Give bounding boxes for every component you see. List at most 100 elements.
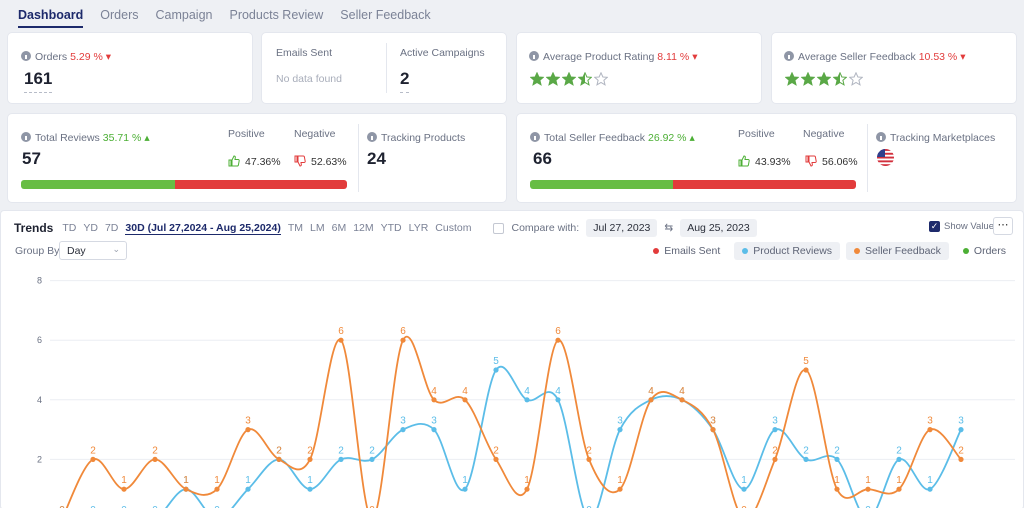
tab-orders[interactable]: Orders [100,8,139,22]
compare-to-date[interactable]: Aug 25, 2023 [680,219,757,237]
active-campaigns-label: Active Campaigns [400,47,485,59]
range-7d[interactable]: 7D [104,222,119,234]
thumbs-down-icon [805,155,817,167]
checkbox-checked-icon: ✓ [929,221,940,232]
tracking-products-label: Tracking Products [381,132,466,144]
compare-label: Compare with: [511,222,580,234]
range-custom[interactable]: Custom [435,222,472,234]
compare-from-date[interactable]: Jul 27, 2023 [586,219,658,237]
tab-dashboard[interactable]: Dashboard [18,0,84,28]
star-icon [530,72,544,86]
star-icon [594,72,608,86]
star-icon [562,72,576,86]
tracking-products-value: 24 [367,149,386,168]
thumbs-down-icon [294,155,306,167]
legend-dot [653,248,660,254]
range-td[interactable]: TD [62,222,77,234]
product-rating-change: 8.11 % [657,51,690,63]
group-by-select[interactable]: Day ⌄ [59,241,127,260]
up-arrow-icon: ▴ [144,132,150,144]
trends-toolbar: Trends TD YD 7D 30D (Jul 27,2024 - Aug 2… [14,219,757,237]
info-icon [876,132,886,142]
divider [867,124,868,192]
product-rating-label: Average Product Rating [543,51,655,63]
swap-arrows-icon: ⇆ [664,222,674,234]
seller-rating-card: Average Seller Feedback 10.53 % ▾ [771,32,1017,104]
tab-seller-feedback[interactable]: Seller Feedback [340,8,431,22]
range-tm[interactable]: TM [287,222,304,234]
total-reviews-change: 35.71 % [102,132,142,144]
total-reviews-label: Total Reviews [35,132,100,144]
tab-campaign[interactable]: Campaign [155,8,213,22]
info-icon [784,51,794,61]
range-30d[interactable]: 30D (Jul 27,2024 - Aug 25,2024) [125,221,281,235]
seller-rating-label: Average Seller Feedback [798,51,916,63]
range-ytd[interactable]: YTD [380,222,402,234]
negative-fill [673,180,856,189]
range-12m[interactable]: 12M [353,222,374,234]
trends-title: Trends [14,221,54,235]
star-icon [546,72,560,86]
info-icon [529,51,539,61]
orders-label: Orders [35,51,68,63]
down-arrow-icon: ▾ [105,51,112,63]
down-arrow-icon: ▾ [960,51,966,63]
up-arrow-icon: ▴ [689,132,695,144]
legend-dot [962,248,969,254]
star-icon [849,72,863,86]
emails-campaigns-card: Emails Sent No data found Active Campaig… [261,32,507,104]
positive-label: Positive [738,128,775,140]
orders-change: 5.29 % [70,51,103,63]
tab-products-review[interactable]: Products Review [229,8,324,22]
total-seller-feedback-value: 66 [533,149,552,168]
chevron-down-icon: ⌄ [112,244,120,254]
positive-fill [21,180,176,189]
legend-label: Orders [973,245,1006,257]
reviews-card: Total Reviews 35.71 % ▴ 57 Positive Negati… [7,113,507,203]
legend-dot [742,248,749,254]
total-seller-feedback-label: Total Seller Feedback [544,132,645,144]
more-options-button[interactable]: ⋯ [993,217,1013,235]
star-icon [801,72,815,86]
active-campaigns-value: 2 [400,69,410,93]
legend-product-reviews[interactable]: Product Reviews [734,242,841,260]
total-reviews-value: 57 [22,149,41,168]
product-rating-stars [530,72,608,86]
product-rating-card: Average Product Rating 8.11 % ▾ [516,32,762,104]
group-by-value: Day [67,245,86,257]
range-6m[interactable]: 6M [331,222,347,234]
divider [358,124,359,192]
total-seller-feedback-change: 26.92 % [647,132,687,144]
star-icon [817,72,831,86]
legend-label: Emails Sent [664,245,721,257]
info-icon [367,132,377,142]
positive-value: 43.93% [755,156,791,168]
legend-dot [854,248,861,254]
tracking-marketplaces-label: Tracking Marketplaces [890,132,996,144]
legend-label: Seller Feedback [865,245,941,257]
us-flag-icon [877,149,894,166]
range-yd[interactable]: YD [83,222,98,234]
seller-rating-stars [785,72,863,86]
negative-label: Negative [803,128,845,140]
seller-rating-change: 10.53 % [918,51,958,63]
info-icon [530,132,540,142]
feedback-sentiment-bar [530,180,856,189]
legend-seller-feedback[interactable]: Seller Feedback [846,242,949,260]
compare-checkbox[interactable] [493,222,505,234]
star-icon [578,72,592,86]
legend-emails-sent[interactable]: Emails Sent [645,242,728,260]
chart-legend: Emails Sent Product Reviews Seller Feedb… [645,242,1014,260]
negative-value: 56.06% [822,156,858,168]
range-lm[interactable]: LM [310,222,325,234]
show-value-toggle[interactable]: ✓ Show Value [929,221,994,232]
legend-orders[interactable]: Orders [955,242,1014,260]
emails-empty-text: No data found [276,73,342,85]
positive-fill [530,180,674,189]
star-icon [785,72,799,86]
range-lyr[interactable]: LYR [408,222,429,234]
negative-fill [175,180,347,189]
emails-sent-label: Emails Sent [276,47,333,59]
thumbs-up-icon [228,155,240,167]
info-icon [21,132,31,142]
